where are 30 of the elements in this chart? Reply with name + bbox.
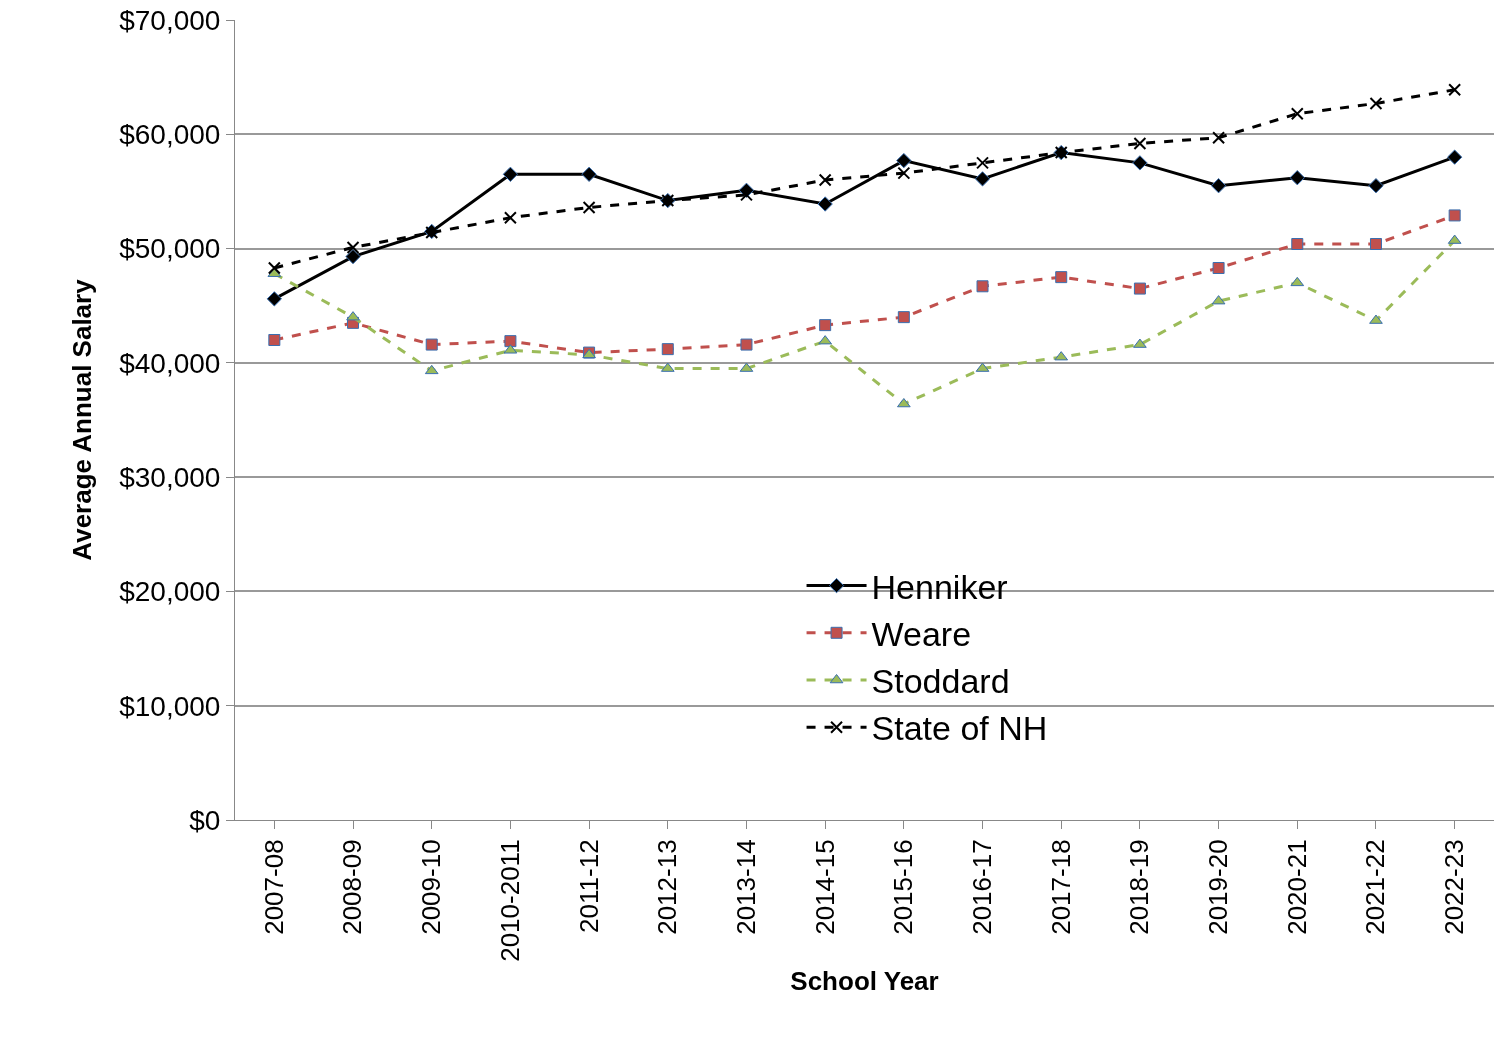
y-tick-label: $30,000 <box>119 461 221 493</box>
x-tick-label: 2011-12 <box>573 839 604 933</box>
y-tick-label: $0 <box>189 804 221 836</box>
x-tick-label: 2013-14 <box>730 839 761 935</box>
x-tick-label: 2008-09 <box>337 839 368 935</box>
x-tick-label: 2021-22 <box>1360 839 1391 935</box>
x-tick-label: 2015-16 <box>888 839 919 935</box>
x-tick-label: 2018-19 <box>1124 839 1155 935</box>
legend-label: Weare <box>871 615 972 654</box>
x-tick-label: 2012-13 <box>652 839 683 935</box>
x-tick-label: 2019-20 <box>1203 839 1234 935</box>
y-axis-title: Average Annual Salary <box>66 278 97 561</box>
x-axis-title: School Year <box>790 965 939 996</box>
x-tick-label: 2010-2011 <box>494 839 525 962</box>
x-tick-label: 2017-18 <box>1045 839 1076 935</box>
x-tick-label: 2022-23 <box>1439 839 1470 935</box>
y-tick-label: $40,000 <box>119 347 221 379</box>
x-tick-label: 2020-21 <box>1281 839 1312 935</box>
x-tick-label: 2016-17 <box>966 839 997 935</box>
legend-label: State of NH <box>871 709 1048 748</box>
y-tick-label: $20,000 <box>119 576 221 608</box>
x-tick-label: 2009-10 <box>416 839 447 935</box>
y-tick-label: $50,000 <box>119 233 221 265</box>
x-tick-label: 2014-15 <box>809 839 840 935</box>
legend-label: Henniker <box>871 567 1008 606</box>
legend-label: Stoddard <box>871 662 1010 701</box>
y-tick-label: $60,000 <box>119 119 221 151</box>
y-tick-label: $70,000 <box>119 4 221 36</box>
x-tick-label: 2007-08 <box>258 839 289 935</box>
y-tick-label: $10,000 <box>119 690 221 722</box>
